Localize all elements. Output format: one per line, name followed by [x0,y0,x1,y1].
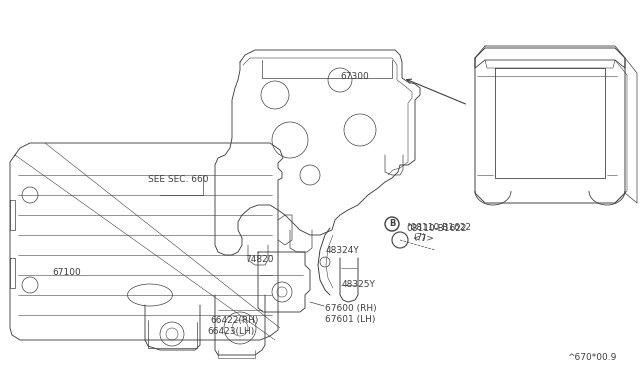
Text: 67100: 67100 [52,268,81,277]
Text: (7): (7) [413,233,426,242]
Text: 66423(LH): 66423(LH) [207,327,254,336]
Text: 67600 (RH): 67600 (RH) [325,304,376,313]
Text: 08110-B1622: 08110-B1622 [406,224,467,233]
Text: B: B [389,219,395,228]
Text: 48325Y: 48325Y [342,280,376,289]
Text: ^670*00.9: ^670*00.9 [567,353,616,362]
Text: SEE SEC. 660: SEE SEC. 660 [148,175,209,184]
Text: °08110-B1622: °08110-B1622 [406,223,471,232]
Text: 48324Y: 48324Y [326,246,360,255]
Text: 67300: 67300 [340,72,369,81]
Text: 67601 (LH): 67601 (LH) [325,315,376,324]
Text: 66422(RH): 66422(RH) [210,316,259,325]
Text: 74820: 74820 [245,255,273,264]
Text: <7>: <7> [413,234,434,243]
